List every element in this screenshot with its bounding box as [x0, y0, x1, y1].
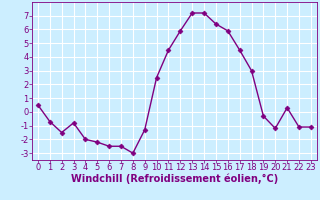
- X-axis label: Windchill (Refroidissement éolien,°C): Windchill (Refroidissement éolien,°C): [71, 174, 278, 184]
